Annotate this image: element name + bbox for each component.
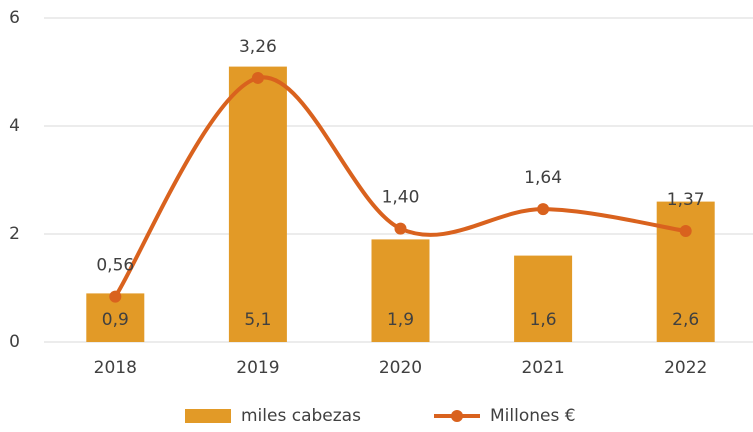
x-tick-label: 2018 [94,358,137,378]
bar-value-label: 0,9 [102,310,129,330]
legend-label: miles cabezas [241,406,361,426]
line-marker [251,71,264,84]
y-tick-label: 0 [9,332,20,352]
legend-label: Millones € [490,406,576,426]
line-value-label: 1,37 [667,190,705,210]
line-value-label: 1,40 [382,188,420,208]
bar-value-label: 2,6 [672,310,699,330]
x-tick-label: 2021 [521,358,564,378]
bar [371,239,430,342]
line-value-label: 3,26 [239,37,277,57]
x-tick-label: 2019 [236,358,279,378]
bar-value-label: 1,9 [387,310,414,330]
line-marker [394,222,407,235]
bar [656,201,715,342]
y-tick-label: 2 [9,224,20,244]
bar [228,66,287,342]
x-tick-label: 2020 [379,358,422,378]
line-value-label: 1,64 [524,168,562,188]
bar-value-label: 5,1 [244,310,271,330]
legend-swatch [185,409,231,423]
legend-swatch [451,410,463,422]
line-marker [679,225,692,238]
bar [514,255,573,342]
y-tick-label: 6 [9,8,20,28]
line-marker [537,203,550,216]
line-marker [109,290,122,303]
y-tick-label: 4 [9,116,20,136]
bar-value-label: 1,6 [530,310,557,330]
line-value-label: 0,56 [96,256,134,276]
line [113,75,687,298]
x-tick-label: 2022 [664,358,707,378]
